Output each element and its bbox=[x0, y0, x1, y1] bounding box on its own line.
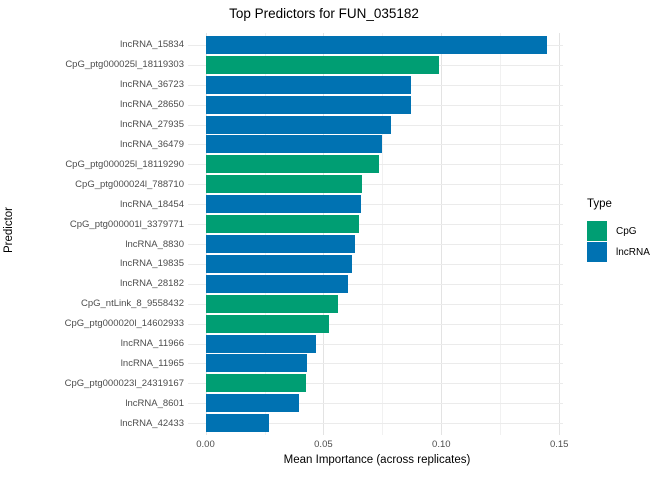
y-major-gridline bbox=[188, 363, 563, 365]
bar-lncRNA_42433 bbox=[205, 414, 270, 433]
y-tick-label: lncRNA_19835 bbox=[120, 258, 184, 270]
x-tick-label: 0.15 bbox=[549, 439, 569, 450]
bar-lncRNA_36723 bbox=[205, 75, 411, 94]
x-major-gridline bbox=[323, 33, 325, 435]
x-minor-gridline bbox=[500, 33, 502, 435]
y-tick-label: lncRNA_18454 bbox=[120, 198, 184, 210]
bar-lncRNA_8601 bbox=[205, 394, 300, 413]
y-tick-label: CpG_ptg000020l_14602933 bbox=[64, 318, 184, 330]
bar-lncRNA_19835 bbox=[205, 254, 352, 273]
bar-CpG_ntLink_8_9558432 bbox=[205, 294, 338, 313]
bar-lncRNA_28182 bbox=[205, 274, 349, 293]
bar-CpG_ptg000025l_18119290 bbox=[205, 155, 379, 174]
bar-lncRNA_36479 bbox=[205, 135, 383, 154]
x-major-gridline bbox=[559, 33, 561, 435]
bar-lncRNA_8830 bbox=[205, 235, 356, 253]
legend-entry-lncRNA: lncRNA bbox=[587, 242, 650, 262]
legend-label: lncRNA bbox=[616, 246, 650, 258]
bar-CpG_ptg000001l_3379771 bbox=[205, 215, 359, 233]
legend: Type CpG lncRNA bbox=[587, 198, 650, 263]
x-major-gridline bbox=[205, 33, 207, 435]
y-tick-label: CpG_ntLink_8_9558432 bbox=[80, 298, 184, 310]
bar-lncRNA_15834 bbox=[205, 35, 548, 54]
legend-entry-CpG: CpG bbox=[587, 221, 650, 241]
y-tick-label: CpG_ptg000025l_18119290 bbox=[65, 158, 184, 170]
x-tick-label: 0.10 bbox=[432, 439, 451, 450]
x-axis-ticks: 0.00 0.05 0.10 0.15 bbox=[188, 438, 568, 452]
chart-title: Top Predictors for FUN_035182 bbox=[229, 6, 419, 21]
bar-CpG_ptg000023l_24319167 bbox=[205, 374, 306, 393]
bar-CpG_ptg000025l_18119303 bbox=[205, 55, 439, 74]
y-major-gridline bbox=[188, 303, 563, 305]
bar-lncRNA_11965 bbox=[205, 354, 308, 373]
legend-swatch-lncRNA bbox=[587, 242, 607, 262]
bar-lncRNA_27935 bbox=[205, 115, 391, 134]
y-tick-label: lncRNA_36479 bbox=[120, 138, 184, 150]
x-minor-gridline bbox=[382, 33, 384, 435]
y-tick-label: lncRNA_8601 bbox=[125, 397, 184, 409]
y-tick-label: lncRNA_36723 bbox=[120, 79, 184, 91]
y-major-gridline bbox=[188, 423, 563, 425]
bar-CpG_ptg000024l_788710 bbox=[205, 175, 363, 194]
x-tick-label: 0.05 bbox=[314, 439, 333, 450]
y-tick-label: lncRNA_28182 bbox=[120, 278, 184, 290]
y-major-gridline bbox=[188, 224, 563, 225]
y-major-gridline bbox=[188, 383, 563, 385]
plot-panel bbox=[188, 33, 563, 435]
y-major-gridline bbox=[188, 204, 563, 206]
bar-lncRNA_11966 bbox=[205, 334, 317, 353]
y-tick-label: lncRNA_11966 bbox=[120, 338, 184, 349]
y-major-gridline bbox=[188, 184, 563, 186]
bar-CpG_ptg000020l_14602933 bbox=[205, 314, 329, 333]
legend-entries: CpG lncRNA bbox=[587, 221, 650, 262]
legend-title: Type bbox=[587, 198, 612, 210]
y-axis-labels: lncRNA_15834 CpG_ptg000025l_18119303 lncRN… bbox=[0, 33, 184, 435]
y-tick-label: lncRNA_15834 bbox=[120, 39, 184, 51]
x-tick-label: 0.00 bbox=[196, 439, 215, 450]
legend-label: CpG bbox=[616, 225, 637, 237]
y-tick-label: CpG_ptg000023l_24319167 bbox=[64, 377, 184, 389]
y-tick-label: CpG_ptg000001l_3379771 bbox=[69, 218, 184, 230]
y-tick-label: CpG_ptg000025l_18119303 bbox=[65, 59, 184, 71]
y-tick-label: lncRNA_28650 bbox=[120, 99, 184, 111]
y-tick-label: lncRNA_27935 bbox=[120, 119, 184, 130]
y-major-gridline bbox=[188, 263, 563, 265]
y-tick-label: CpG_ptg000024l_788710 bbox=[75, 178, 184, 190]
y-tick-label: lncRNA_42433 bbox=[120, 417, 184, 429]
bar-lncRNA_18454 bbox=[205, 195, 362, 214]
y-tick-label: lncRNA_8830 bbox=[125, 238, 184, 250]
y-major-gridline bbox=[188, 283, 563, 285]
y-major-gridline bbox=[188, 244, 563, 245]
y-tick-label: lncRNA_11965 bbox=[120, 357, 184, 369]
legend-swatch-CpG bbox=[587, 221, 607, 241]
x-axis-title: Mean Importance (across replicates) bbox=[283, 454, 471, 466]
x-minor-gridline bbox=[264, 33, 266, 435]
bar-lncRNA_28650 bbox=[205, 95, 411, 114]
x-major-gridline bbox=[441, 33, 443, 435]
y-major-gridline bbox=[188, 323, 563, 325]
y-major-gridline bbox=[188, 403, 563, 405]
y-major-gridline bbox=[188, 343, 563, 345]
